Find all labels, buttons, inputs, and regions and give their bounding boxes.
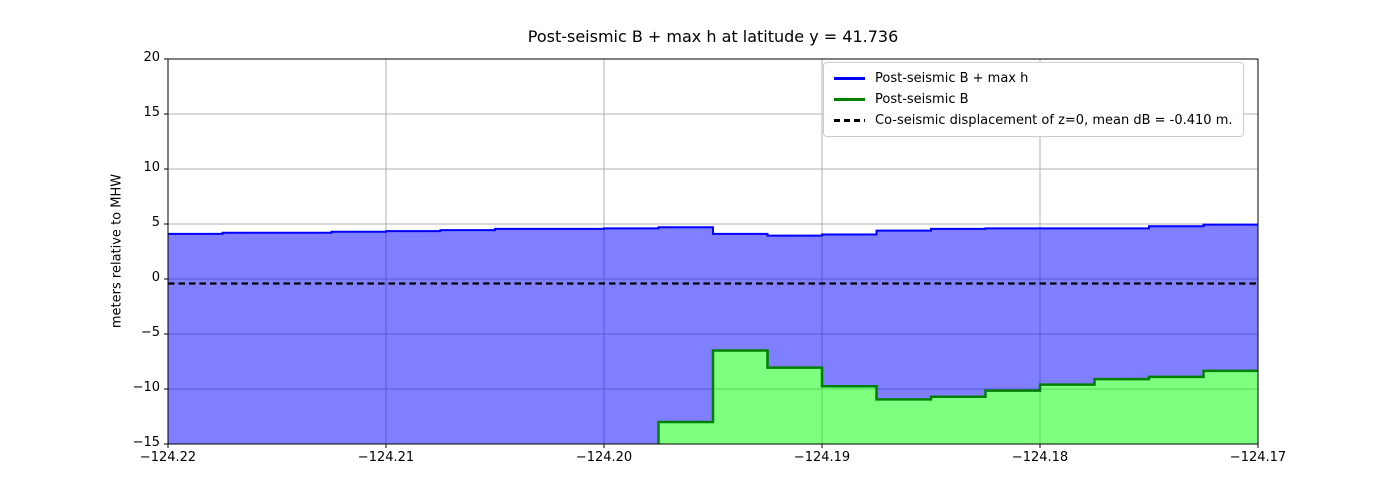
chart-title: Post-seismic B + max h at latitude y = 4…	[527, 27, 899, 46]
legend-line-sample	[834, 98, 865, 101]
y-tick-label: −10	[132, 380, 160, 395]
series-line-b-plus-maxh	[168, 223, 1258, 237]
y-tick-label: 15	[143, 105, 160, 120]
legend-item: Post-seismic B	[834, 89, 1233, 110]
legend-label: Co-seismic displacement of z=0, mean dB …	[875, 113, 1233, 128]
x-tick-label: −124.17	[1229, 450, 1287, 465]
legend-label: Post-seismic B	[875, 92, 969, 107]
legend: Post-seismic B + max h Post-seismic B Co-s…	[823, 62, 1244, 137]
legend-item: Co-seismic displacement of z=0, mean dB …	[834, 110, 1233, 131]
x-tick-label: −124.22	[139, 450, 197, 465]
axes-frame	[167, 58, 1259, 445]
series-line-b	[657, 349, 1258, 444]
legend-line-sample	[834, 119, 865, 122]
series-fill-b-plus-maxh	[168, 224, 1258, 444]
y-tick-label: 10	[143, 160, 160, 175]
y-tick-label: 20	[143, 50, 160, 65]
x-tick-label: −124.20	[575, 450, 633, 465]
y-tick-label: −15	[132, 435, 160, 450]
x-tick-label: −124.21	[357, 450, 415, 465]
y-tick-label: 5	[151, 215, 160, 230]
legend-line-sample	[834, 77, 865, 80]
x-tick-label: −124.18	[1011, 450, 1069, 465]
y-tick-label: −5	[140, 325, 160, 340]
legend-item: Post-seismic B + max h	[834, 68, 1233, 89]
x-tick-label: −124.19	[793, 450, 851, 465]
legend-label: Post-seismic B + max h	[875, 71, 1029, 86]
y-tick-label: 0	[151, 270, 160, 285]
